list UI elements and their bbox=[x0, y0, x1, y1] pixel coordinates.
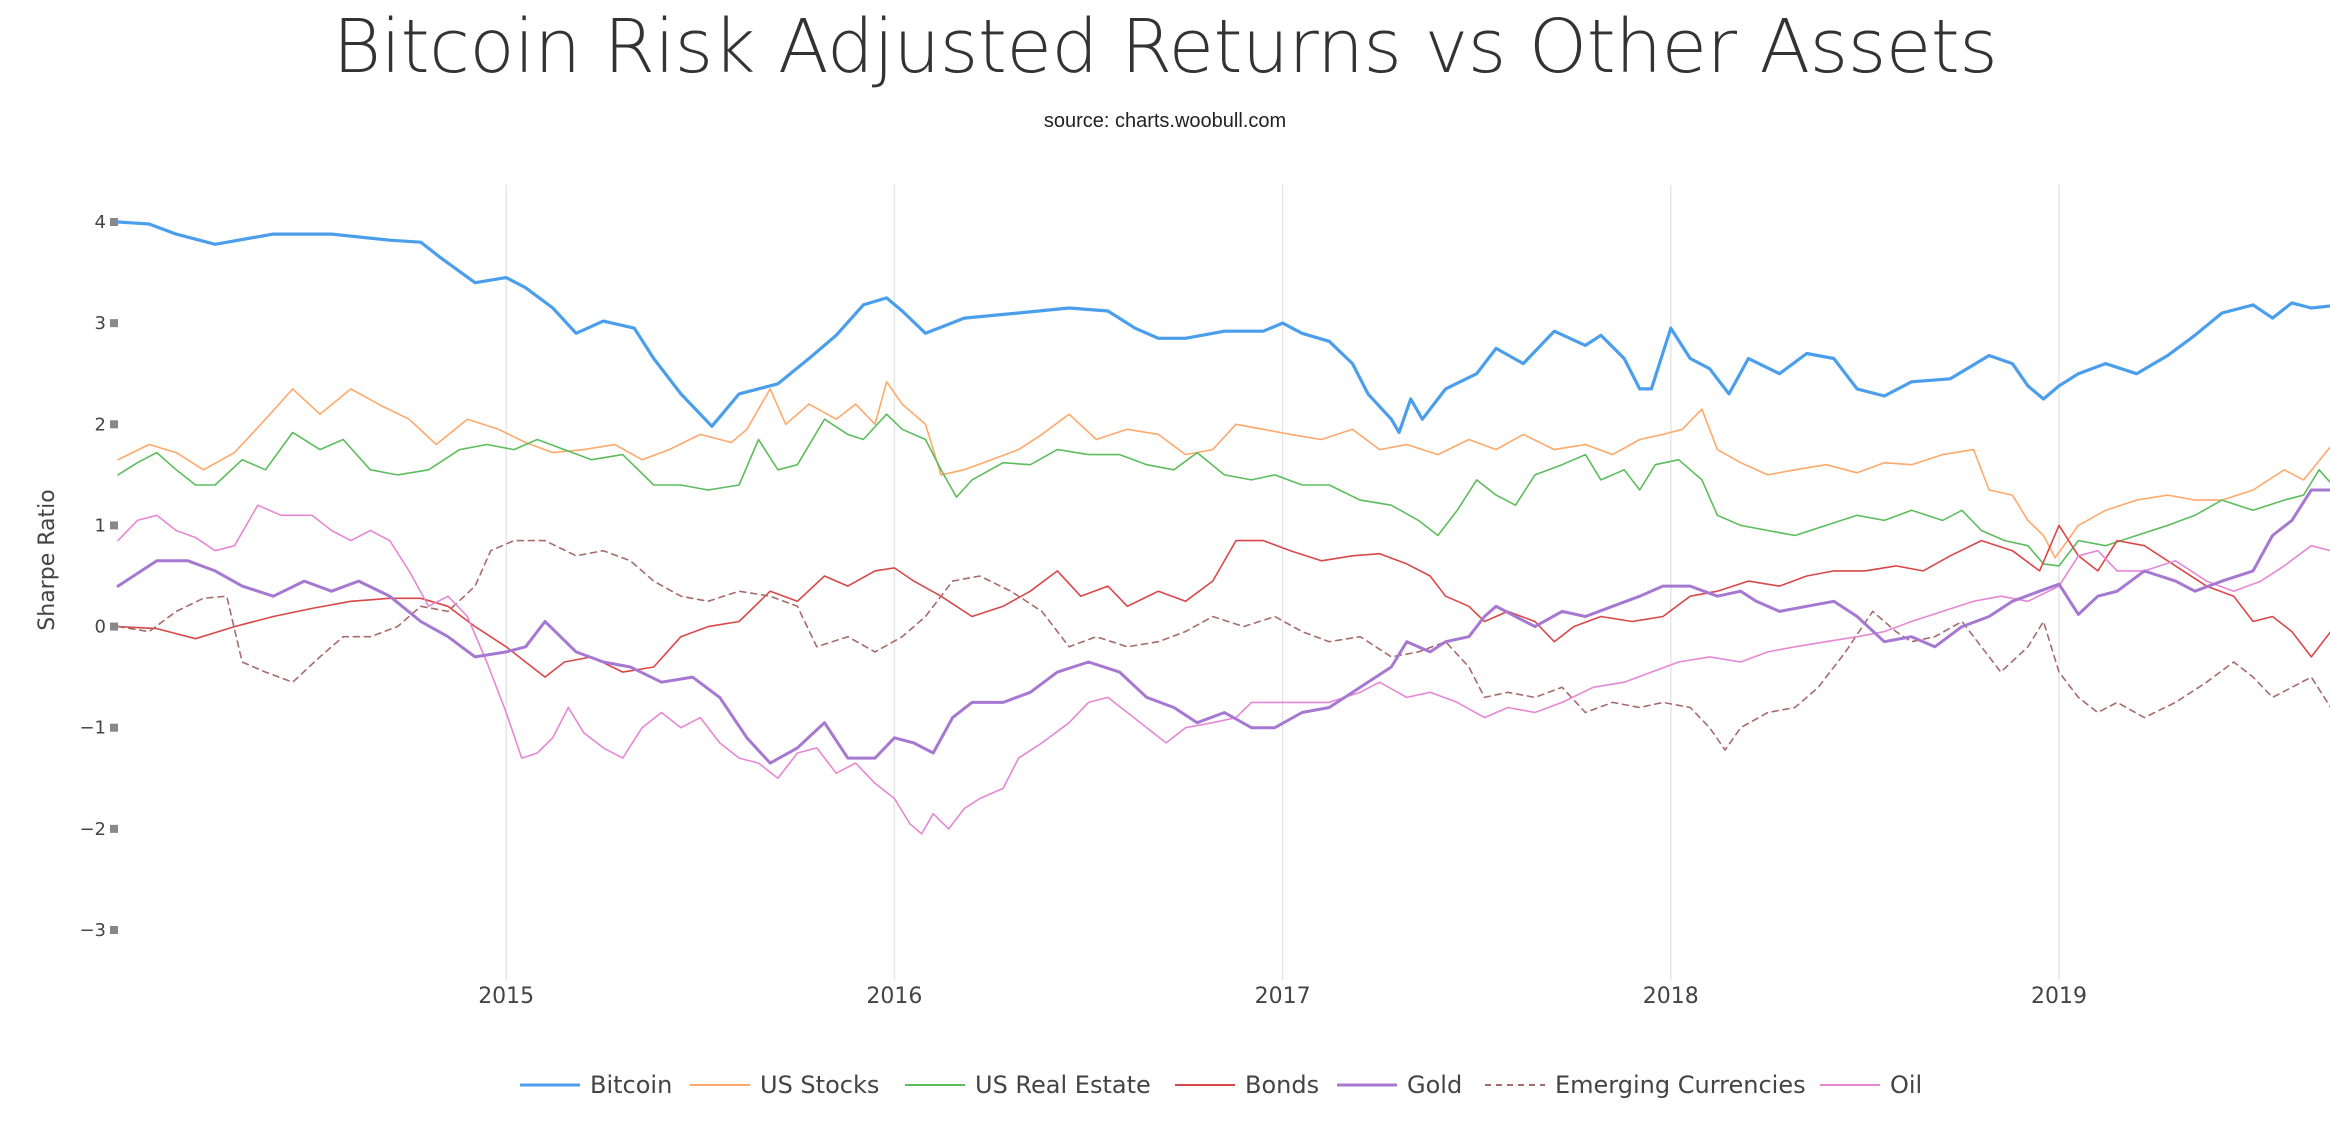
series-line-gold bbox=[116, 488, 2330, 765]
legend-item-gold[interactable]: Gold bbox=[1337, 1071, 1462, 1099]
series-line-bitcoin bbox=[116, 220, 2330, 434]
y-tick-mark bbox=[110, 824, 118, 833]
x-tick-label: 2017 bbox=[1255, 984, 1311, 1009]
legend-item-oil[interactable]: Oil bbox=[1820, 1071, 1922, 1099]
legend-item-bonds[interactable]: Bonds bbox=[1175, 1071, 1319, 1099]
y-tick-mark bbox=[110, 521, 118, 530]
series-line-us-stocks bbox=[117, 380, 2330, 559]
legend-label: Bitcoin bbox=[590, 1071, 672, 1099]
y-tick-label: −1 bbox=[79, 718, 106, 739]
x-tick-label: 2018 bbox=[1643, 984, 1699, 1009]
series-lines bbox=[116, 220, 2330, 835]
chart-subtitle: source: charts.woobull.com bbox=[1043, 110, 1287, 132]
x-tick-label: 2015 bbox=[478, 984, 534, 1009]
y-tick-mark bbox=[110, 723, 118, 732]
y-tick-label: 2 bbox=[95, 414, 106, 435]
legend-item-emerging-currencies[interactable]: Emerging Currencies bbox=[1485, 1071, 1806, 1099]
legend-label: Emerging Currencies bbox=[1555, 1071, 1806, 1099]
series-line-oil bbox=[117, 504, 2330, 835]
y-tick-label: 4 bbox=[95, 212, 106, 233]
legend-label: Oil bbox=[1890, 1071, 1922, 1099]
y-axis-ticks: 4 3 2 1 0 −1 −2 −3 bbox=[79, 212, 118, 941]
series-line-us-real-estate bbox=[117, 413, 2330, 567]
series-line-bonds bbox=[117, 524, 2330, 678]
x-tick-label: 2019 bbox=[2031, 984, 2087, 1009]
y-tick-mark bbox=[110, 622, 118, 631]
legend-item-us-real-estate[interactable]: US Real Estate bbox=[905, 1071, 1151, 1099]
y-tick-label: −3 bbox=[79, 920, 106, 941]
y-tick-mark bbox=[110, 319, 118, 328]
chart-title: Bitcoin Risk Adjusted Returns vs Other A… bbox=[332, 4, 1998, 90]
legend-label: Bonds bbox=[1245, 1071, 1319, 1099]
series-line-emerging-currencies bbox=[117, 539, 2330, 751]
legend[interactable]: Bitcoin US Stocks US Real Estate Bonds Gold E… bbox=[520, 1071, 1922, 1099]
legend-item-us-stocks[interactable]: US Stocks bbox=[690, 1071, 879, 1099]
y-tick-label: 0 bbox=[95, 617, 106, 638]
y-tick-label: −2 bbox=[79, 819, 106, 840]
y-tick-mark bbox=[110, 420, 118, 429]
y-tick-label: 1 bbox=[95, 515, 106, 536]
gridlines bbox=[505, 185, 2060, 980]
legend-item-bitcoin[interactable]: Bitcoin bbox=[520, 1071, 672, 1099]
x-tick-label: 2016 bbox=[866, 984, 922, 1009]
legend-label: US Stocks bbox=[760, 1071, 879, 1099]
y-tick-label: 3 bbox=[95, 313, 106, 334]
x-axis-ticks: 2015 2016 2017 2018 2019 bbox=[478, 984, 2087, 1009]
y-axis-label: Sharpe Ratio bbox=[35, 489, 60, 630]
legend-label: Gold bbox=[1407, 1071, 1462, 1099]
legend-label: US Real Estate bbox=[975, 1071, 1151, 1099]
y-tick-mark bbox=[110, 218, 118, 226]
y-tick-mark bbox=[110, 926, 118, 934]
